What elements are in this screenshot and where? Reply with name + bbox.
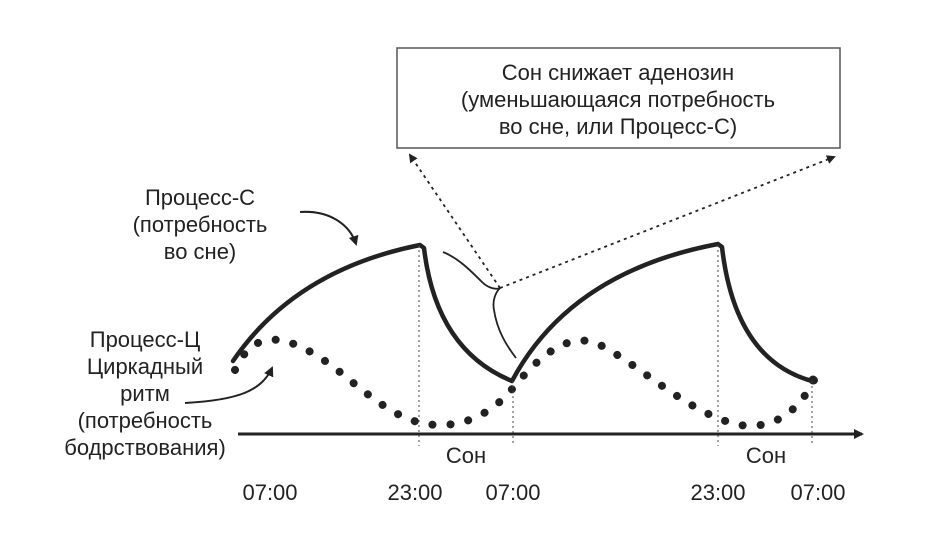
dotted-arrow-right [499, 155, 836, 289]
time-tick-4: 23:00 [690, 480, 745, 505]
info-box [396, 47, 841, 149]
info-box-line-1: Сон снижает аденозин [502, 60, 734, 85]
process-s-label-line-1: Процесс-С [145, 185, 255, 210]
process-c-label-line-2: Циркадный [87, 354, 203, 379]
time-tick-3: 07:00 [485, 480, 540, 505]
time-tick-2: 23:00 [387, 480, 442, 505]
process-c-label-line-1: Процесс-Ц [90, 327, 200, 352]
process-c-label-line-4: (потребность [78, 408, 213, 433]
sleep-label-2: Сон [746, 443, 786, 468]
process-c-curve [231, 335, 819, 430]
curly-brace [442, 251, 517, 359]
process-s-label-line-2: (потребность [133, 212, 268, 237]
sleep-label-1: Сон [446, 443, 486, 468]
info-box-line-2: (уменьшающаяся потребность [461, 87, 775, 112]
time-tick-1: 07:00 [242, 480, 297, 505]
process-s-pointer-arrow [299, 210, 359, 246]
process-c-label-line-3: ритм [120, 381, 170, 406]
process-s-end-dot [808, 375, 818, 385]
process-c-label-line-5: бодрствования) [64, 435, 226, 460]
info-box-line-3: во сне, или Процесс-С) [499, 114, 737, 139]
dotted-arrow-left [408, 153, 501, 289]
time-tick-5: 07:00 [790, 480, 845, 505]
process-c-pointer-arrow [184, 366, 274, 404]
process-s-label-line-3: во сне) [164, 239, 237, 264]
process-s-curve [230, 241, 815, 384]
